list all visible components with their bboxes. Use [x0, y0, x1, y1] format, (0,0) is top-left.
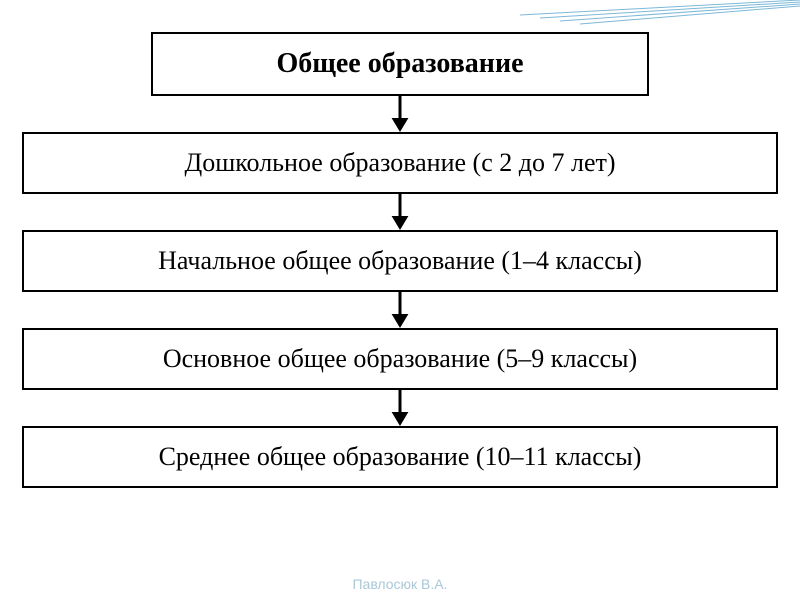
flowchart-box-label-level-1: Начальное общее образование (1–4 классы): [158, 246, 642, 276]
flowchart-box-level-2: Основное общее образование (5–9 классы): [22, 328, 778, 390]
flowchart-arrow-3: [22, 390, 778, 426]
flowchart-container: Общее образование Дошкольное образование …: [22, 32, 778, 488]
flowchart-box-label-level-0: Дошкольное образование (с 2 до 7 лет): [184, 148, 615, 178]
decoration-lines: [520, 0, 800, 30]
footer-author: Павлосюк В.А.: [0, 576, 800, 592]
flowchart-box-level-0: Дошкольное образование (с 2 до 7 лет): [22, 132, 778, 194]
flowchart-box-level-3: Среднее общее образование (10–11 классы): [22, 426, 778, 488]
flowchart-arrow-2: [22, 292, 778, 328]
flowchart-arrow-0: [22, 96, 778, 132]
flowchart-box-level-1: Начальное общее образование (1–4 классы): [22, 230, 778, 292]
flowchart-arrow-1: [22, 194, 778, 230]
flowchart-box-label-title: Общее образование: [276, 48, 523, 80]
flowchart-box-title: Общее образование: [151, 32, 650, 96]
flowchart-box-label-level-2: Основное общее образование (5–9 классы): [163, 344, 637, 374]
flowchart-box-label-level-3: Среднее общее образование (10–11 классы): [159, 442, 642, 472]
